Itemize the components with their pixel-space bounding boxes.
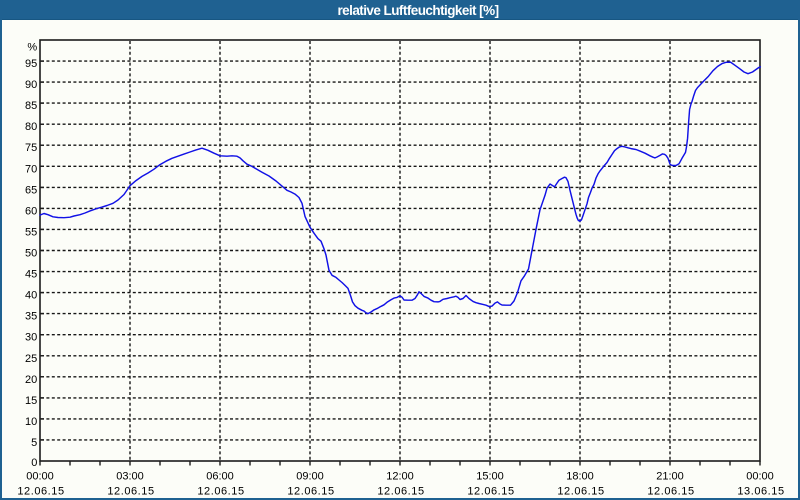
svg-text:45: 45 xyxy=(25,269,37,281)
svg-text:30: 30 xyxy=(25,332,37,344)
svg-text:21:00: 21:00 xyxy=(656,470,684,482)
svg-text:55: 55 xyxy=(25,226,37,238)
svg-text:70: 70 xyxy=(25,163,37,175)
svg-text:35: 35 xyxy=(25,311,37,323)
svg-text:12.06.15: 12.06.15 xyxy=(377,486,424,498)
svg-text:00:00: 00:00 xyxy=(746,470,774,482)
svg-text:10: 10 xyxy=(25,416,37,428)
svg-text:5: 5 xyxy=(31,437,37,449)
svg-text:95: 95 xyxy=(25,58,37,70)
svg-text:12.06.15: 12.06.15 xyxy=(557,486,604,498)
svg-text:50: 50 xyxy=(25,248,37,260)
svg-text:0: 0 xyxy=(31,457,37,469)
svg-text:60: 60 xyxy=(25,205,37,217)
svg-text:12.06.15: 12.06.15 xyxy=(107,486,154,498)
svg-text:12:00: 12:00 xyxy=(386,470,414,482)
svg-text:85: 85 xyxy=(25,100,37,112)
svg-text:15:00: 15:00 xyxy=(476,470,504,482)
svg-text:06:00: 06:00 xyxy=(206,470,234,482)
svg-text:75: 75 xyxy=(25,142,37,154)
svg-text:25: 25 xyxy=(25,353,37,365)
svg-text:12.06.15: 12.06.15 xyxy=(287,486,334,498)
svg-text:40: 40 xyxy=(25,290,37,302)
svg-text:%: % xyxy=(27,41,37,53)
svg-text:12.06.15: 12.06.15 xyxy=(647,486,694,498)
svg-text:18:00: 18:00 xyxy=(566,470,594,482)
svg-text:20: 20 xyxy=(25,374,37,386)
svg-text:80: 80 xyxy=(25,121,37,133)
svg-text:12.06.15: 12.06.15 xyxy=(197,486,244,498)
svg-text:12.06.15: 12.06.15 xyxy=(467,486,514,498)
svg-text:12.06.15: 12.06.15 xyxy=(17,486,64,498)
svg-text:90: 90 xyxy=(25,79,37,91)
svg-text:65: 65 xyxy=(25,184,37,196)
svg-text:09:00: 09:00 xyxy=(296,470,324,482)
svg-text:00:00: 00:00 xyxy=(26,470,54,482)
svg-text:15: 15 xyxy=(25,395,37,407)
svg-text:03:00: 03:00 xyxy=(116,470,144,482)
svg-text:13.06.15: 13.06.15 xyxy=(737,486,784,498)
